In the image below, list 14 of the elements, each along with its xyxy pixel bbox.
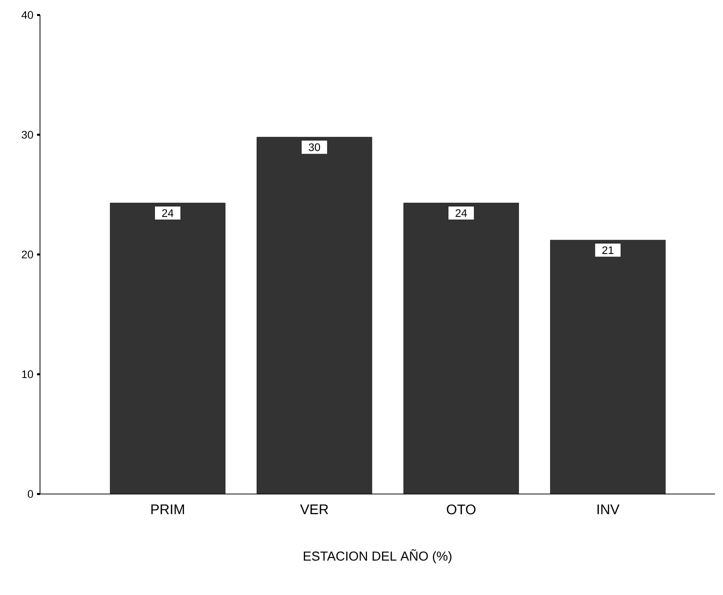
data-label: 30 [308,143,320,152]
x-tick-label: VER [300,504,328,514]
data-label: 24 [456,209,467,217]
x-tick-label: PRIM [151,504,184,514]
y-tick-label: 30 [22,130,34,139]
data-label: 21 [602,246,614,254]
x-tick-label: OTO [446,504,476,514]
y-tick-label: 40 [22,11,34,19]
y-tick-label: 20 [22,250,34,258]
x-axis-title: ESTACION DEL AÑO (%) [304,549,452,564]
x-tick-label: INV [598,504,620,514]
y-tick-label: 0 [28,490,34,498]
data-label: 24 [162,209,174,217]
y-tick-label: 10 [22,370,34,378]
